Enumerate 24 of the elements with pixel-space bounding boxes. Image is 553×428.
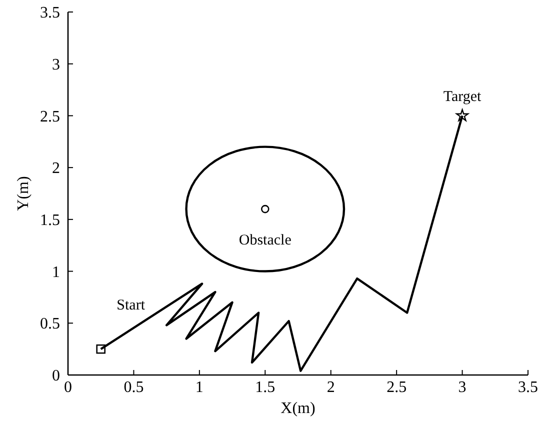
y-axis-title: Y(m): [15, 176, 32, 211]
x-tick-label: 2: [326, 379, 335, 396]
x-tick-label: 0: [64, 379, 72, 396]
y-tick-label: 0.5: [40, 316, 60, 333]
point: [96, 344, 106, 354]
x-tick-label: 1: [195, 379, 204, 396]
y-tick-label: 2: [52, 160, 60, 178]
x-tick-label: 3: [458, 379, 466, 396]
point: [260, 204, 270, 214]
x-axis-title: X(m): [280, 400, 316, 417]
annotation: Obstacle: [238, 232, 292, 248]
x-tick-label: 2.5: [386, 379, 407, 396]
annotation: Target: [443, 88, 482, 105]
y-tick-label: 1: [52, 264, 60, 281]
y-tick-label: 3.5: [40, 4, 60, 22]
y-tick-label: 3: [52, 56, 60, 74]
point: [456, 109, 469, 122]
y-tick-label: 0: [52, 368, 60, 385]
annotation: Start: [116, 297, 146, 314]
x-tick-label: 0.5: [124, 379, 144, 396]
y-tick-label: 1.5: [40, 212, 60, 230]
y-tick-label: 2.5: [40, 108, 60, 126]
x-tick-label: 1.5: [255, 379, 276, 396]
x-tick-label: 3.5: [518, 379, 538, 396]
